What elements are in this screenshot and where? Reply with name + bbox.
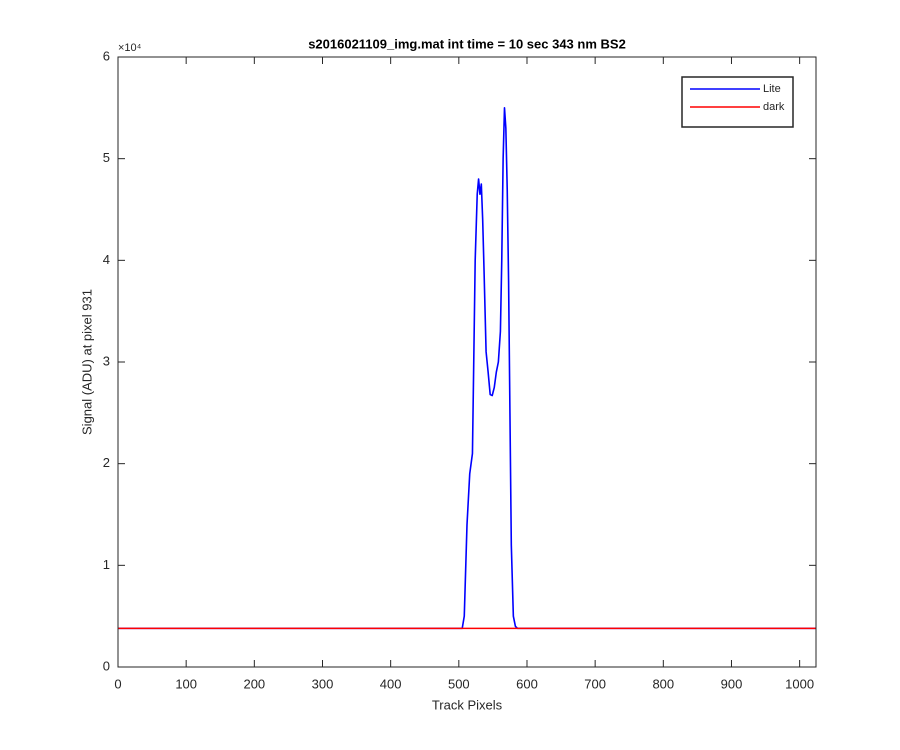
chart-title: s2016021109_img.mat int time = 10 sec 34…	[308, 36, 626, 51]
legend-label: dark	[763, 101, 785, 113]
x-tick-label: 1000	[785, 676, 814, 691]
y-axis-label: Signal (ADU) at pixel 931	[79, 289, 94, 435]
x-axis-label: Track Pixels	[432, 697, 503, 712]
legend-label: Lite	[763, 83, 781, 95]
x-tick-label: 400	[380, 676, 402, 691]
y-tick-label: 1	[103, 557, 110, 572]
x-tick-label: 100	[175, 676, 197, 691]
y-tick-label: 0	[103, 658, 110, 673]
axes-box	[117, 56, 817, 668]
x-tick-label: 900	[721, 676, 743, 691]
y-tick-label: 2	[103, 455, 110, 470]
x-tick-label: 200	[243, 676, 265, 691]
y-tick-label: 5	[103, 150, 110, 165]
y-tick-label: 3	[103, 353, 110, 368]
x-tick-label: 300	[312, 676, 334, 691]
y-exponent-label: ×10⁴	[118, 42, 142, 54]
x-tick-label: 800	[652, 676, 674, 691]
x-tick-label: 700	[584, 676, 606, 691]
x-tick-label: 0	[114, 676, 121, 691]
y-tick-label: 4	[103, 252, 110, 267]
y-tick-label: 6	[103, 48, 110, 63]
x-tick-label: 500	[448, 676, 470, 691]
legend-box	[681, 76, 794, 128]
x-tick-label: 600	[516, 676, 538, 691]
data-line	[118, 107, 816, 630]
